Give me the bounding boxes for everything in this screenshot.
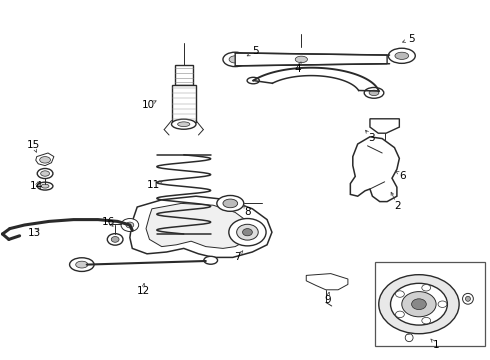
Ellipse shape <box>37 168 53 179</box>
Circle shape <box>412 299 426 310</box>
Circle shape <box>237 224 258 240</box>
Polygon shape <box>146 203 250 248</box>
Ellipse shape <box>37 182 53 190</box>
Circle shape <box>395 311 404 318</box>
Ellipse shape <box>217 195 244 211</box>
Polygon shape <box>235 53 387 66</box>
Circle shape <box>229 219 266 246</box>
Ellipse shape <box>223 52 247 67</box>
Polygon shape <box>130 196 272 257</box>
Ellipse shape <box>40 157 50 163</box>
Circle shape <box>111 237 119 242</box>
Ellipse shape <box>295 56 308 63</box>
Circle shape <box>126 222 134 228</box>
Text: 4: 4 <box>294 64 301 74</box>
Text: 3: 3 <box>368 132 375 143</box>
Polygon shape <box>306 274 348 290</box>
Circle shape <box>121 219 139 231</box>
Text: 10: 10 <box>142 100 155 110</box>
Circle shape <box>243 229 252 236</box>
Ellipse shape <box>229 56 241 63</box>
Text: 6: 6 <box>399 171 406 181</box>
Bar <box>375 262 485 346</box>
Text: 11: 11 <box>147 180 160 190</box>
Text: 7: 7 <box>234 252 241 262</box>
Circle shape <box>395 291 404 297</box>
Ellipse shape <box>369 90 379 95</box>
Ellipse shape <box>177 122 190 126</box>
Text: 5: 5 <box>252 46 259 56</box>
Ellipse shape <box>41 184 49 188</box>
Text: 15: 15 <box>26 140 40 150</box>
Polygon shape <box>175 65 193 85</box>
Ellipse shape <box>463 293 473 304</box>
Ellipse shape <box>204 256 218 264</box>
Text: 1: 1 <box>433 340 440 350</box>
Polygon shape <box>370 119 399 133</box>
Text: 13: 13 <box>27 228 41 238</box>
Ellipse shape <box>172 119 196 129</box>
Circle shape <box>422 318 431 324</box>
Ellipse shape <box>75 261 88 268</box>
Ellipse shape <box>405 334 413 342</box>
Ellipse shape <box>388 48 415 63</box>
Circle shape <box>379 275 459 334</box>
Text: 9: 9 <box>324 294 331 305</box>
Ellipse shape <box>364 87 384 98</box>
Circle shape <box>391 283 447 325</box>
Text: 14: 14 <box>30 181 44 191</box>
Circle shape <box>107 234 123 245</box>
Polygon shape <box>36 153 54 166</box>
Polygon shape <box>172 85 196 122</box>
Ellipse shape <box>223 199 238 208</box>
Text: 5: 5 <box>408 33 415 44</box>
Ellipse shape <box>466 296 470 301</box>
Ellipse shape <box>395 52 409 59</box>
Polygon shape <box>350 137 399 202</box>
Text: 8: 8 <box>244 207 251 217</box>
Ellipse shape <box>247 77 259 84</box>
Text: 2: 2 <box>394 201 401 211</box>
Ellipse shape <box>41 171 49 176</box>
Text: 12: 12 <box>136 286 150 296</box>
Circle shape <box>438 301 447 307</box>
Ellipse shape <box>70 258 94 271</box>
Text: 16: 16 <box>102 217 116 228</box>
Circle shape <box>402 292 436 317</box>
Circle shape <box>422 284 431 291</box>
